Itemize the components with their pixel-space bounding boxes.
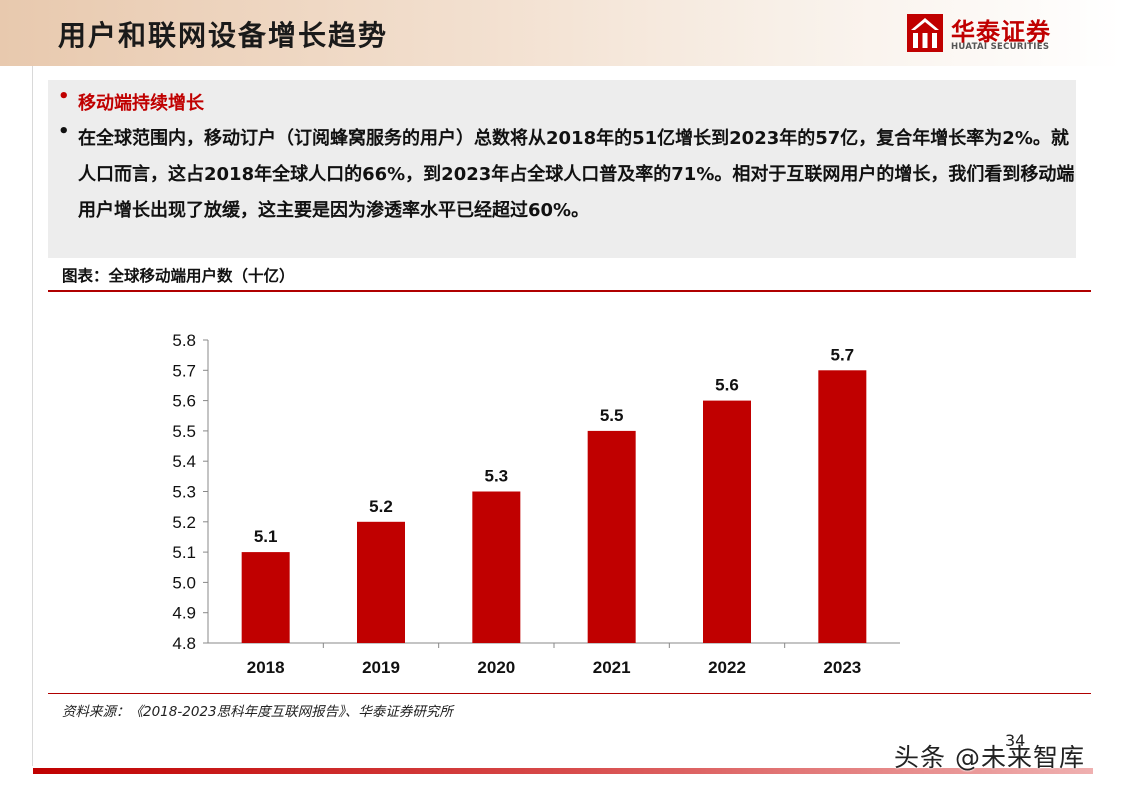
x-tick-label-2018: 2018 [247, 658, 285, 677]
bullet-heading-text: 移动端持续增长 [78, 93, 204, 114]
y-tick-label: 5.8 [172, 331, 196, 350]
bar-2019 [357, 521, 405, 643]
header-bar: 用户和联网设备增长趋势 华泰证券 HUATAI SECURITIES [0, 0, 1122, 66]
x-tick-label-2021: 2021 [593, 658, 631, 677]
y-tick-label: 5.1 [172, 543, 196, 562]
x-tick-label-2019: 2019 [362, 658, 400, 677]
data-label-2018: 5.1 [254, 527, 278, 546]
huatai-logo-icon [907, 14, 943, 52]
y-tick-label: 5.7 [172, 361, 196, 380]
data-label-2021: 5.5 [600, 406, 624, 425]
bar-2020 [472, 491, 521, 643]
huatai-logo: 华泰证券 HUATAI SECURITIES [905, 12, 1065, 56]
data-label-2020: 5.3 [485, 467, 509, 486]
bullet-dot-icon: • [58, 121, 70, 142]
figure-top-rule [48, 290, 1091, 292]
x-tick-label-2022: 2022 [708, 658, 746, 677]
watermark: 头条 @未来智库 [894, 743, 1085, 772]
x-tick-label-2023: 2023 [823, 658, 861, 677]
y-tick-label: 5.3 [172, 483, 196, 502]
y-tick-label: 5.2 [172, 513, 196, 532]
y-tick-label: 4.8 [172, 634, 196, 653]
figure-title: 图表：全球移动端用户数（十亿） [62, 267, 295, 285]
data-label-2022: 5.6 [715, 376, 739, 395]
left-margin-rule [32, 66, 33, 766]
y-tick-label: 5.0 [172, 573, 196, 592]
bar-2022 [703, 400, 751, 643]
y-tick-label: 5.4 [172, 452, 196, 471]
bullet-dot-icon: • [58, 86, 70, 107]
bullet-paragraph-text: 在全球范围内，移动订户（订阅蜂窝服务的用户）总数将从2018年的51亿增长到20… [78, 128, 1075, 221]
bar-chart: 4.8 4.9 5.0 5.1 5.2 5.3 5.4 5.5 5.6 5.7 5.8 5.1 2018… [172, 331, 900, 677]
bar-2018 [241, 552, 290, 643]
logo-english-name: HUATAI SECURITIES [951, 42, 1050, 52]
figure-bottom-rule [48, 693, 1091, 694]
data-label-2023: 5.7 [831, 345, 855, 364]
y-tick-label: 5.5 [172, 422, 196, 441]
page-title: 用户和联网设备增长趋势 [58, 19, 389, 52]
footer-rule [33, 768, 1093, 774]
source-note: 资料来源：《2018-2023思科年度互联网报告》、华泰证券研究所 [62, 704, 453, 720]
logo-chinese-name: 华泰证券 [951, 18, 1051, 46]
page-number: 34 [1005, 731, 1026, 750]
summary-textbox: • 移动端持续增长 • 在全球范围内，移动订户（订阅蜂窝服务的用户）总数将从20… [48, 80, 1076, 258]
y-tick-label: 5.6 [172, 392, 196, 411]
x-tick-label-2020: 2020 [477, 658, 515, 677]
bar-2023 [818, 370, 867, 643]
data-label-2019: 5.2 [369, 497, 393, 516]
bar-2021 [587, 430, 636, 643]
y-tick-label: 4.9 [172, 604, 196, 623]
